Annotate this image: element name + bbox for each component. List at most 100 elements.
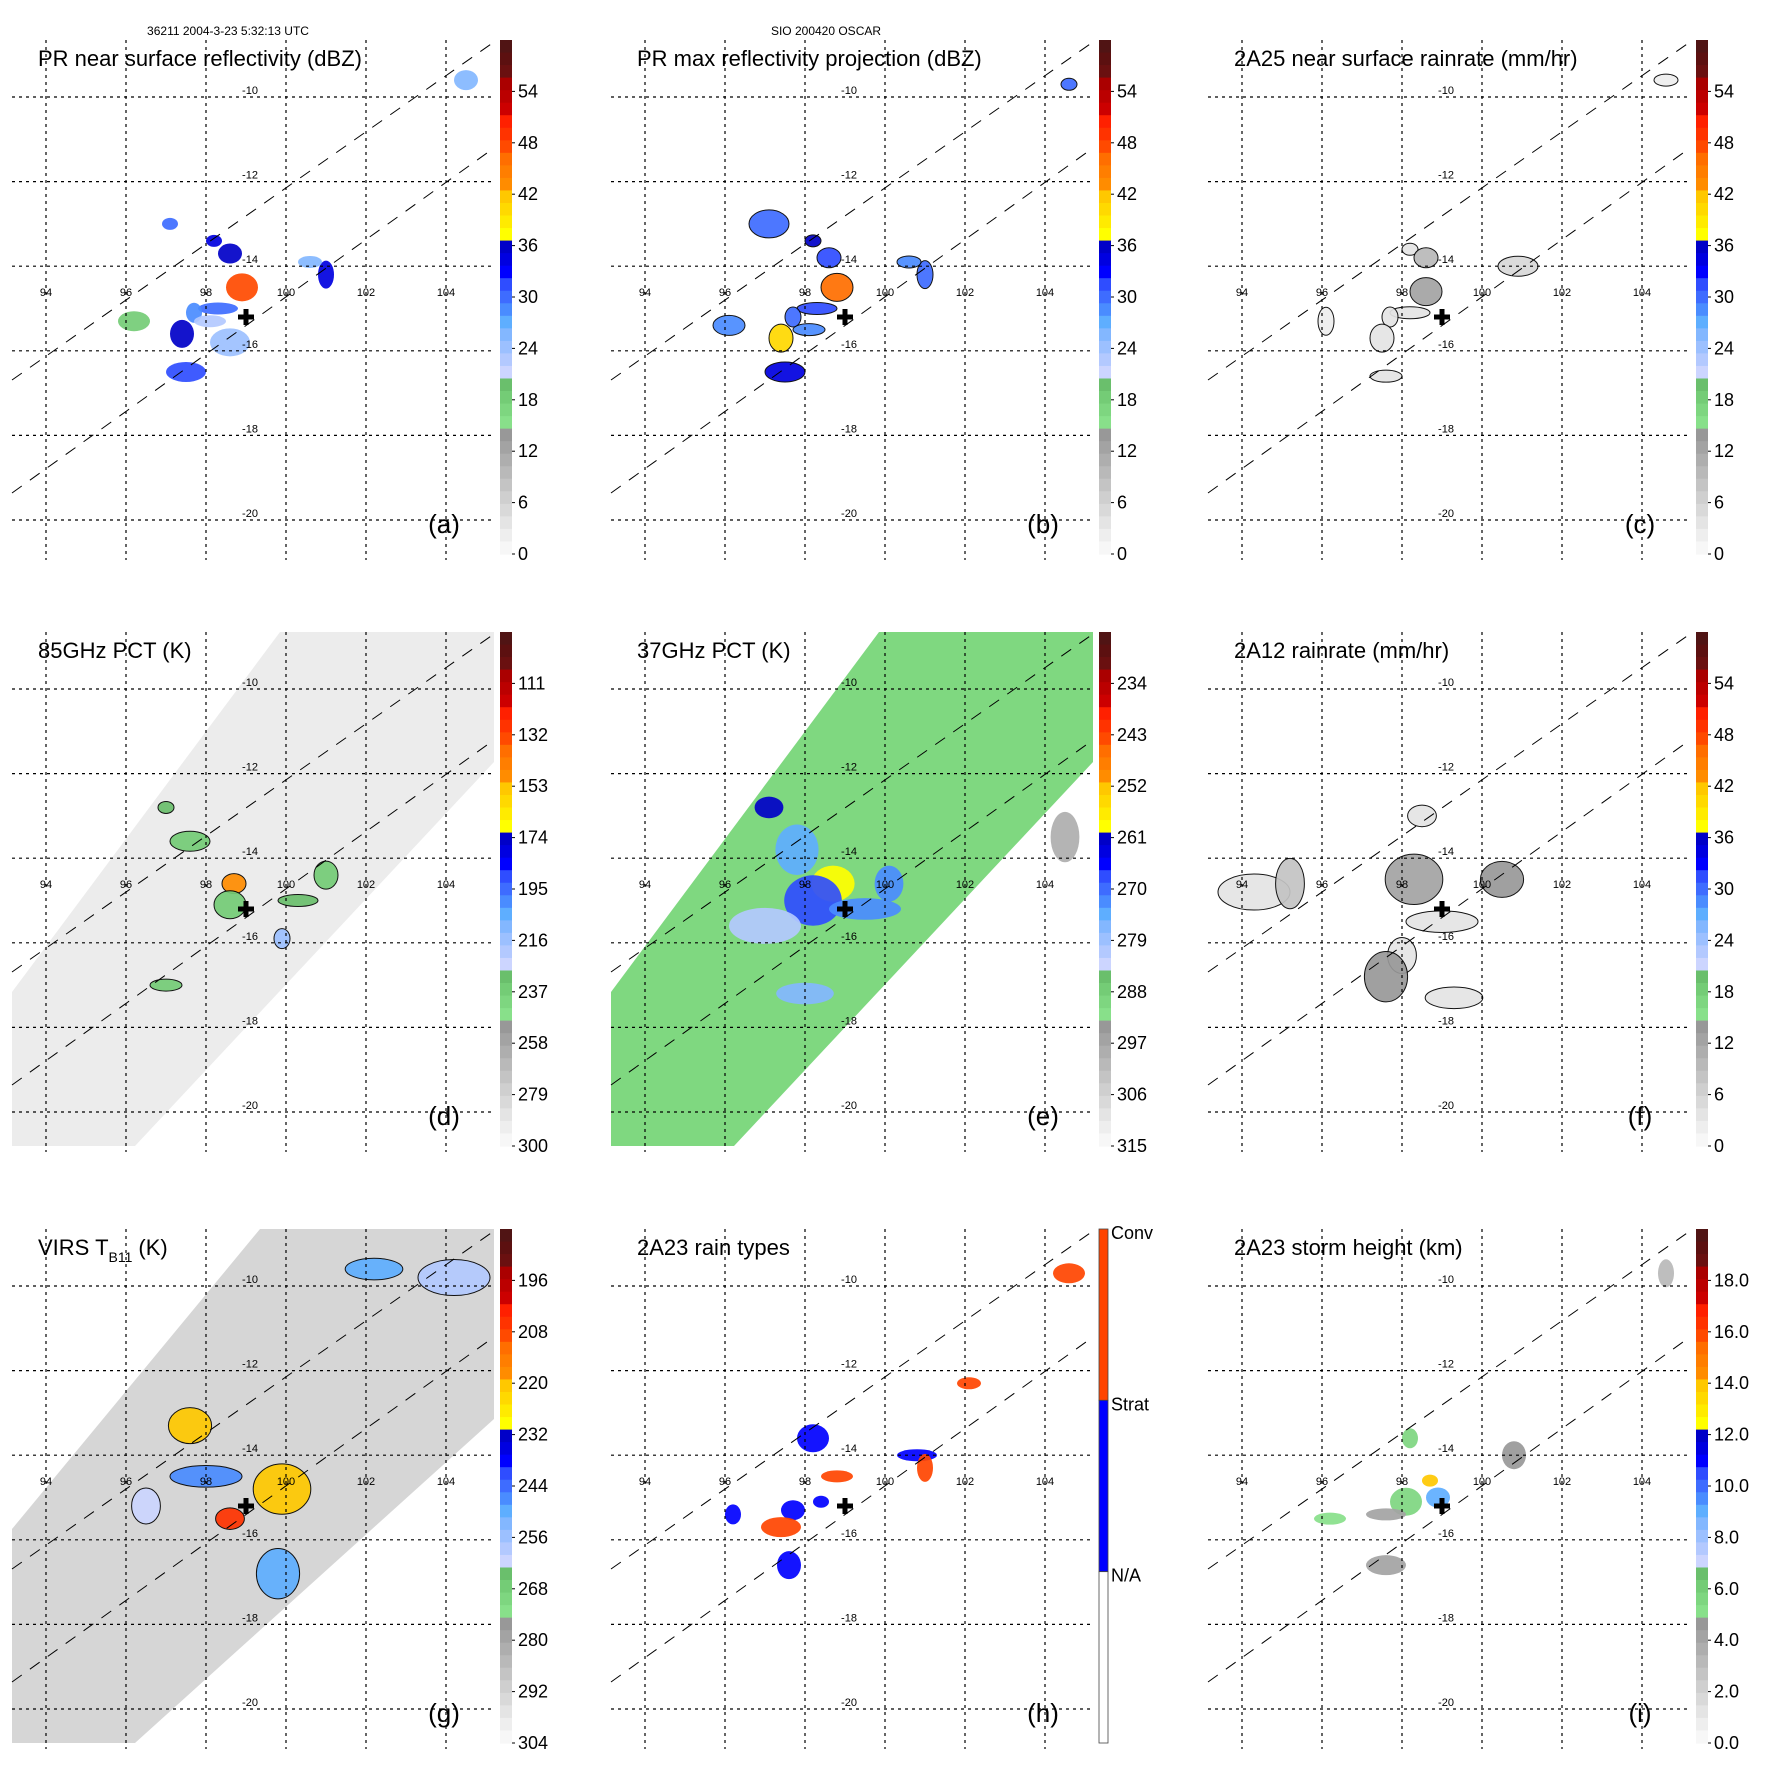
data-cell (784, 875, 842, 926)
data-cell (166, 361, 206, 382)
colorbar-swatch (1696, 1058, 1708, 1072)
colorbar-swatch (1099, 65, 1111, 79)
data-cell (777, 1551, 801, 1580)
colorbar-swatch (500, 957, 512, 972)
colorbar-swatch (1099, 491, 1111, 505)
colorbar-swatch (1099, 115, 1111, 129)
lon-tick-label: 94 (1236, 1476, 1248, 1488)
colorbar-tick-label: 292 (518, 1682, 548, 1702)
colorbar-swatch (500, 1442, 512, 1456)
data-cell (226, 273, 258, 302)
colorbar-tick-label: 14.0 (1714, 1373, 1749, 1393)
data-cell (313, 860, 339, 890)
colorbar-swatch (1696, 1730, 1708, 1744)
lon-tick-label: 94 (639, 1476, 651, 1488)
colorbar-tick-label: 153 (518, 776, 548, 796)
lat-tick-label: -14 (242, 846, 258, 858)
data-cell (804, 234, 822, 248)
colorbar-swatch (1099, 945, 1111, 959)
lon-tick-label: 96 (1316, 879, 1328, 891)
colorbar-swatch (1696, 77, 1708, 91)
colorbar-swatch (1696, 1717, 1708, 1732)
colorbar-swatch (500, 1045, 512, 1059)
colorbar-tick-label: 42 (1117, 184, 1137, 204)
lon-tick-label: 98 (1396, 1476, 1408, 1488)
colorbar-tick-label: N/A (1111, 1566, 1141, 1586)
lon-tick-label: 100 (1473, 287, 1491, 299)
colorbar-swatch (1696, 1108, 1708, 1122)
colorbar-swatch (500, 1567, 512, 1581)
colorbar-swatch (500, 1454, 512, 1468)
colorbar-swatch (1099, 303, 1111, 317)
panel-d: 94 96 98 100 102 104 -10 -12 -14 -16 -18 -20 85GHz P… (11, 632, 548, 1156)
colorbar-tick-label: 30 (1714, 287, 1734, 307)
colorbar-swatch (1696, 1008, 1708, 1022)
colorbar-swatch (500, 152, 512, 166)
colorbar-swatch (1696, 253, 1708, 267)
colorbar-swatch (500, 1630, 512, 1644)
colorbar-swatch (500, 782, 512, 796)
colorbar-tick-label: 237 (518, 982, 548, 1002)
colorbar-swatch (500, 416, 512, 430)
data-cell (167, 1407, 213, 1445)
colorbar-swatch (500, 857, 512, 871)
lon-tick-label: 102 (357, 1476, 375, 1488)
colorbar-tick-label: 243 (1117, 725, 1147, 745)
colorbar-tick-label: 48 (1117, 133, 1137, 153)
data-cell (1384, 853, 1444, 906)
colorbar-swatch (500, 453, 512, 467)
colorbar-swatch (1099, 77, 1111, 91)
colorbar-swatch (1696, 757, 1708, 771)
colorbar-swatch (500, 478, 512, 492)
lat-tick-label: -12 (242, 1359, 258, 1371)
colorbar-swatch (1696, 945, 1708, 959)
plot-area (118, 70, 478, 382)
colorbar-tick-label: 30 (1714, 879, 1734, 899)
lon-tick-label: 100 (1473, 879, 1491, 891)
colorbar-swatch (1696, 115, 1708, 129)
lon-tick-label: 100 (876, 287, 894, 299)
colorbar-swatch (1696, 1020, 1708, 1034)
colorbar-swatch (500, 528, 512, 543)
colorbar-swatch (1099, 340, 1111, 355)
colorbar-tick-label: 306 (1117, 1085, 1147, 1105)
colorbar-swatch (1099, 782, 1111, 796)
data-cell (417, 1259, 491, 1297)
colorbar-swatch (500, 491, 512, 505)
colorbar: 18.0 16.0 14.0 12.0 10.0 8.0 6.0 4.0 2.0 0.0 (1696, 1229, 1749, 1753)
colorbar-swatch (500, 1354, 512, 1368)
colorbar-swatch (1696, 240, 1708, 254)
colorbar: 54 48 42 36 30 24 18 12 6 0 (1696, 40, 1734, 564)
colorbar-swatch (1099, 453, 1111, 467)
data-cell (796, 302, 838, 315)
lat-tick-label: -18 (1438, 423, 1454, 435)
data-cell (215, 1507, 245, 1530)
panel-a: 94 96 98 100 102 104 -10 -12 -14 -16 -18 -20 PR near… (11, 40, 538, 564)
panel-label: (d) (428, 1101, 460, 1131)
data-cell (1366, 1508, 1406, 1521)
colorbar-swatch (500, 441, 512, 455)
panel-g: 94 96 98 100 102 104 -10 -12 -14 -16 -18 -20 VIRS TB… (11, 1229, 548, 1753)
lon-tick-label: 98 (1396, 879, 1408, 891)
colorbar-swatch (1099, 732, 1111, 746)
data-cell (1409, 277, 1443, 307)
colorbar-tick-label: 0 (1714, 544, 1724, 564)
colorbar-swatch (500, 1304, 512, 1318)
data-cell (149, 978, 183, 992)
colorbar-swatch (1099, 707, 1111, 721)
colorbar-swatch (1696, 769, 1708, 784)
colorbar-tick-label: 18 (1117, 390, 1137, 410)
colorbar-swatch (1696, 1554, 1708, 1569)
colorbar-tick-label: 315 (1117, 1136, 1147, 1156)
colorbar-tick-label: 36 (1117, 236, 1137, 256)
colorbar-tick-label: 24 (1117, 338, 1137, 358)
data-cell (213, 890, 247, 920)
data-cell (1060, 77, 1078, 91)
colorbar-swatch (1099, 391, 1111, 405)
colorbar: 54 48 42 36 30 24 18 12 6 0 (500, 40, 538, 564)
colorbar-swatch (500, 644, 512, 658)
lon-tick-label: 98 (200, 879, 212, 891)
colorbar-swatch (1696, 895, 1708, 909)
panel-label: (e) (1027, 1101, 1059, 1131)
colorbar-swatch (1696, 1266, 1708, 1280)
